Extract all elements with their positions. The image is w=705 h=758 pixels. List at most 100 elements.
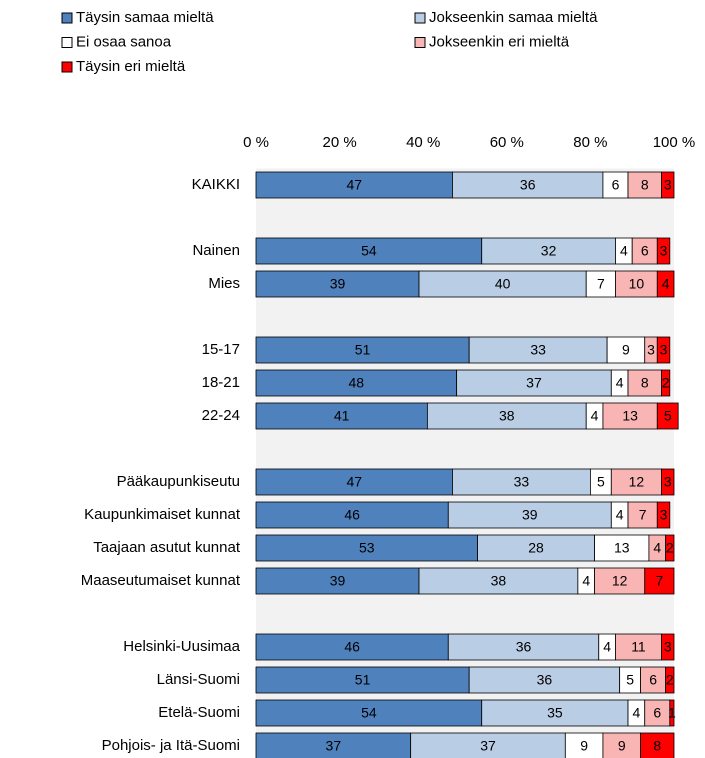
y-tick-label: Mies: [208, 275, 240, 292]
bar-segment: [602, 732, 641, 758]
bar-segment: [481, 699, 629, 727]
x-tick-label: 0 %: [243, 134, 269, 151]
value-label: 10: [629, 276, 645, 292]
value-label: 54: [361, 705, 377, 721]
x-tick-label: 100 %: [653, 134, 696, 151]
value-label: 4: [620, 243, 628, 259]
value-label: 51: [355, 342, 371, 358]
value-label: 48: [349, 375, 365, 391]
bar-segment: [585, 270, 616, 298]
value-label: 39: [522, 507, 538, 523]
bar-segment: [656, 501, 671, 529]
bar-segment: [606, 336, 646, 364]
value-label: 40: [495, 276, 511, 292]
bar-segment: [564, 732, 604, 758]
bar-segment: [418, 567, 579, 595]
bar-segment: [447, 501, 612, 529]
value-label: 4: [632, 705, 640, 721]
value-label: 8: [641, 375, 649, 391]
value-label: 4: [603, 639, 611, 655]
bar-segment: [627, 369, 662, 397]
value-label: 47: [346, 474, 362, 490]
x-tick-label: 80 %: [573, 134, 607, 151]
legend-swatch: [61, 12, 73, 24]
bar-segment: [615, 270, 658, 298]
value-label: 39: [330, 573, 346, 589]
bar-segment: [665, 534, 675, 562]
bar-segment: [452, 468, 591, 496]
value-label: 4: [591, 408, 599, 424]
bar-segment: [661, 633, 675, 661]
value-label: 37: [526, 375, 542, 391]
value-label: 5: [664, 408, 672, 424]
value-label: 7: [639, 507, 647, 523]
value-label: 46: [344, 639, 360, 655]
bar-segment: [452, 171, 604, 199]
bar-segment: [602, 171, 629, 199]
legend-swatch: [61, 61, 73, 73]
value-label: 9: [580, 738, 588, 754]
value-label: 33: [514, 474, 530, 490]
value-label: 5: [597, 474, 605, 490]
value-label: 3: [664, 474, 672, 490]
bar-segment: [656, 237, 671, 265]
x-tick-label: 40 %: [406, 134, 440, 151]
value-label: 3: [647, 342, 655, 358]
y-tick-label: Länsi-Suomi: [157, 671, 240, 688]
y-tick-label: Kaupunkimaiset kunnat: [84, 506, 241, 523]
value-label: 4: [582, 573, 590, 589]
y-tick-label: 22-24: [202, 407, 240, 424]
legend-label: Jokseenkin eri mieltä: [429, 33, 570, 50]
value-label: 41: [334, 408, 350, 424]
bar-segment: [456, 369, 612, 397]
value-label: 38: [499, 408, 515, 424]
value-label: 12: [612, 573, 628, 589]
legend-label: Ei osaa sanoa: [76, 33, 172, 50]
legend-swatch: [61, 37, 73, 48]
bar-segment: [656, 270, 675, 298]
value-label: 33: [530, 342, 546, 358]
bar-segment: [426, 402, 587, 430]
bar-segment: [477, 534, 595, 562]
bar-segment: [644, 567, 675, 595]
value-label: 36: [516, 639, 532, 655]
value-label: 9: [618, 738, 626, 754]
value-label: 4: [616, 375, 624, 391]
bar-segment: [255, 699, 483, 727]
value-label: 8: [641, 177, 649, 193]
bar-segment: [656, 402, 679, 430]
value-label: 1: [668, 705, 676, 721]
value-label: 2: [662, 375, 670, 391]
bar-segment: [255, 732, 412, 758]
value-label: 36: [520, 177, 536, 193]
value-label: 13: [622, 408, 638, 424]
value-label: 4: [662, 276, 670, 292]
bar-segment: [665, 666, 675, 694]
bar-segment: [418, 270, 587, 298]
value-label: 13: [614, 540, 630, 556]
value-label: 32: [541, 243, 557, 259]
value-label: 9: [622, 342, 630, 358]
value-label: 8: [653, 738, 661, 754]
bar-segment: [661, 171, 675, 199]
value-label: 2: [666, 540, 674, 556]
x-tick-label: 20 %: [322, 134, 356, 151]
y-tick-label: Helsinki-Uusimaa: [123, 638, 240, 655]
value-label: 3: [664, 639, 672, 655]
value-label: 36: [537, 672, 553, 688]
value-label: 37: [480, 738, 496, 754]
value-label: 2: [666, 672, 674, 688]
value-label: 54: [361, 243, 377, 259]
y-tick-label: Pohjois- ja Itä-Suomi: [102, 737, 240, 754]
bar-segment: [468, 336, 608, 364]
value-label: 3: [660, 507, 668, 523]
value-label: 47: [346, 177, 362, 193]
y-tick-label: Etelä-Suomi: [158, 704, 240, 721]
legend-label: Jokseenkin samaa mieltä: [429, 9, 598, 26]
y-tick-label: Pääkaupunkiseutu: [117, 473, 240, 490]
bar-segment: [661, 369, 671, 397]
bar-segment: [255, 237, 483, 265]
value-label: 4: [616, 507, 624, 523]
value-label: 46: [344, 507, 360, 523]
